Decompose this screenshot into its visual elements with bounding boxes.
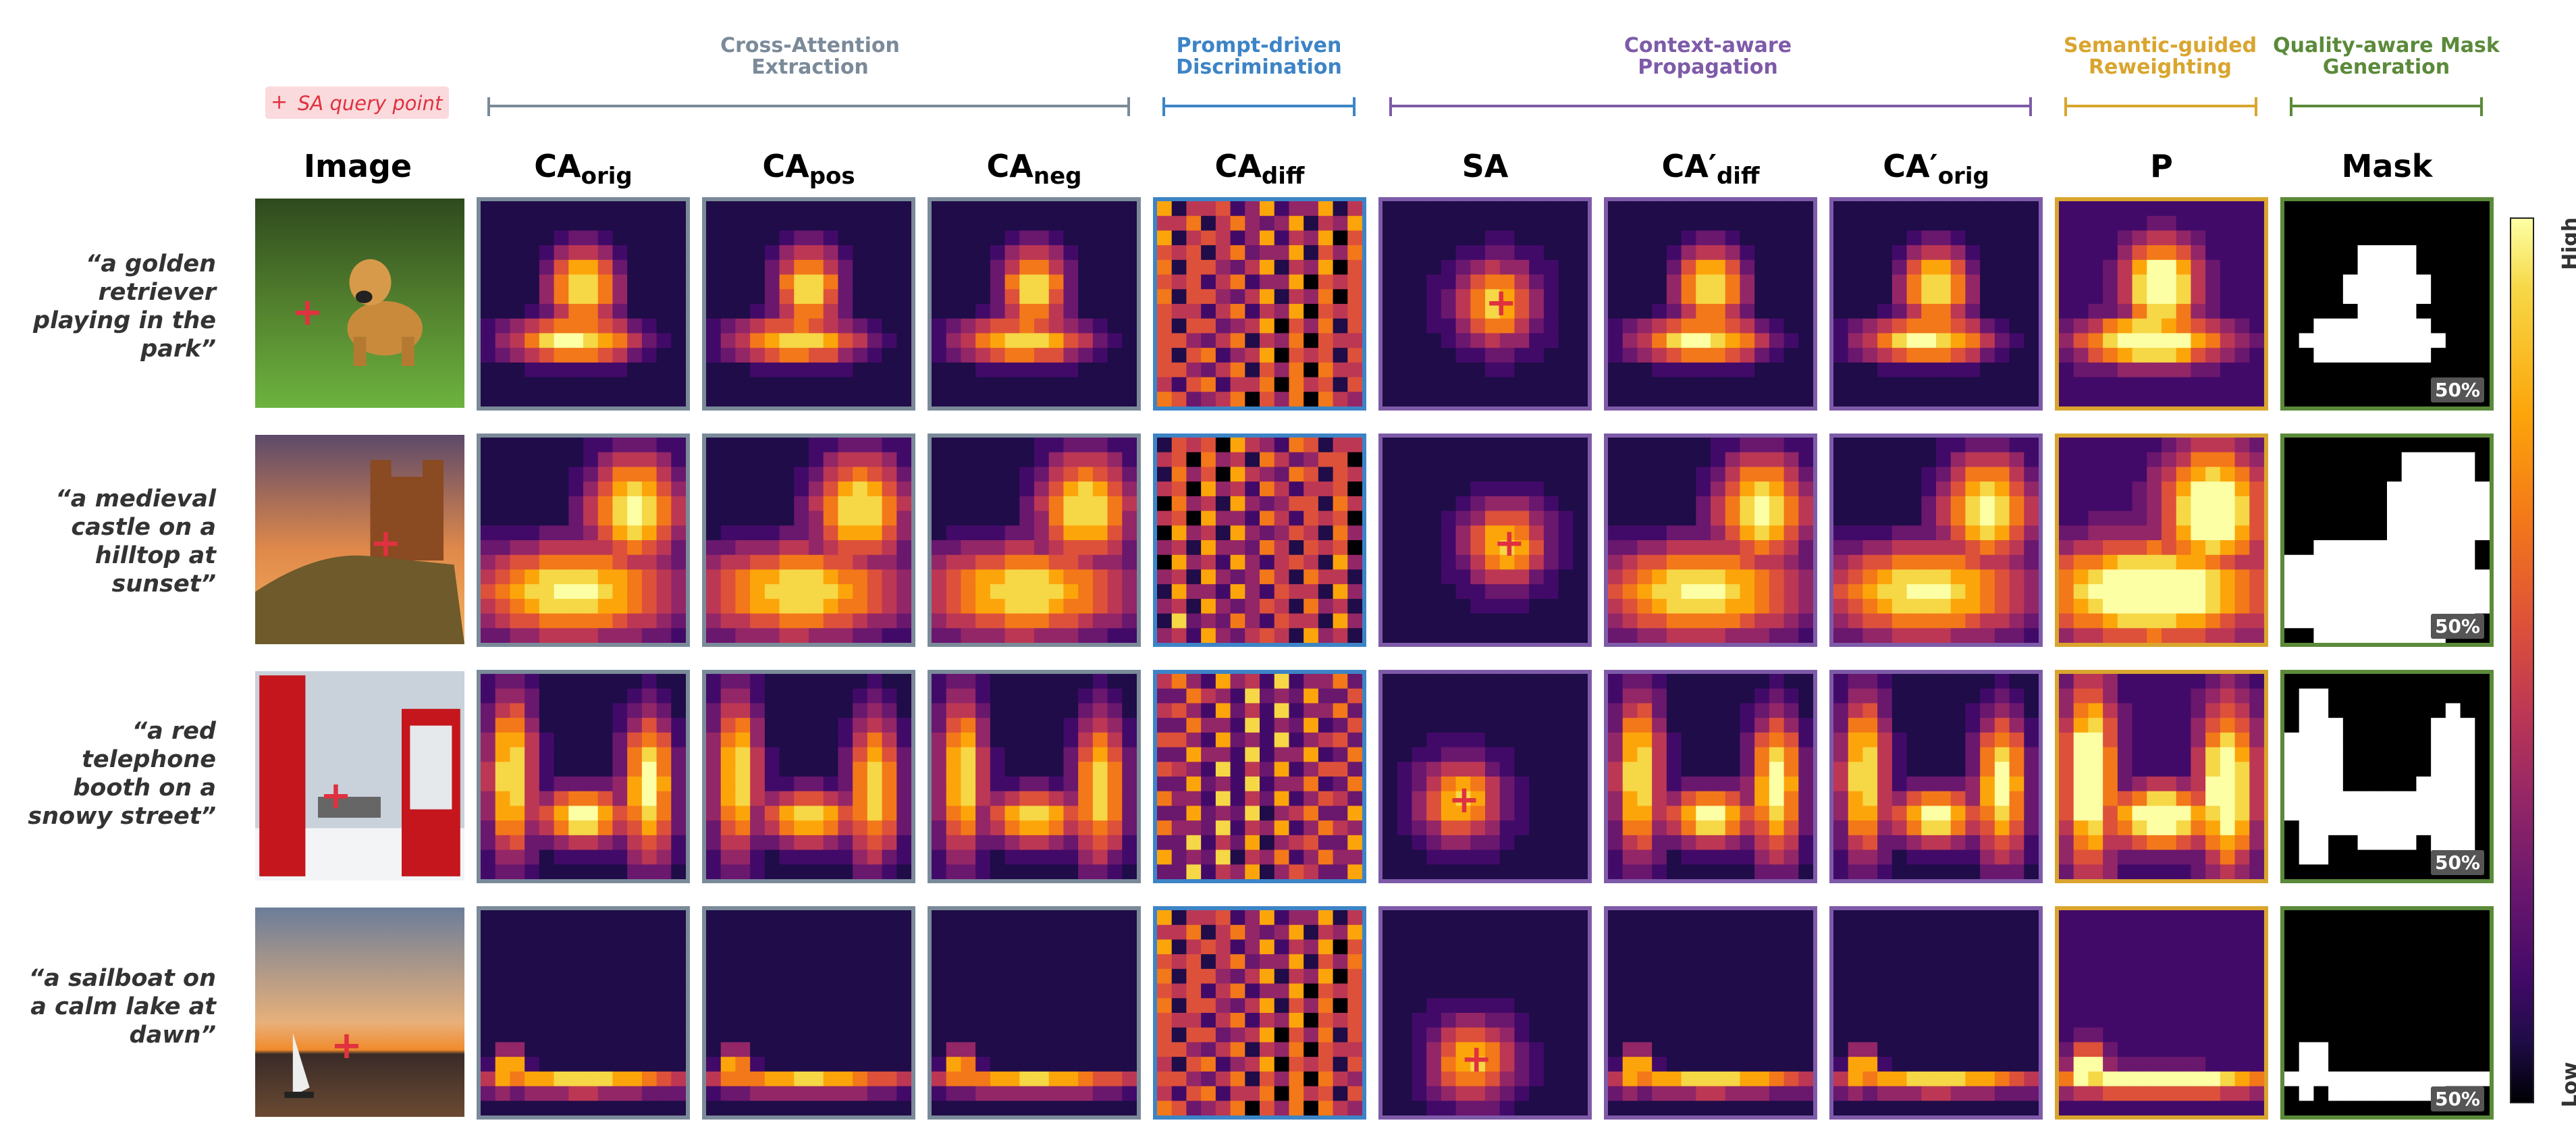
telephone-booth-photo: +: [255, 671, 464, 881]
column-header-ca-diff: CAdiff: [1214, 148, 1305, 190]
colorbar: [2510, 217, 2534, 1103]
column-header-image: Image: [303, 148, 412, 184]
stage-title-context-propagation: Context-aware Propagation: [1624, 34, 1792, 79]
column-header-ca-prime-diff: CA′diff: [1661, 148, 1760, 190]
query-point-marker-icon: +: [320, 774, 352, 818]
sailboat-photo: +: [255, 908, 464, 1117]
row-prompt-golden-retriever: “a golden retriever playing in the park”: [32, 251, 216, 363]
heatmap-ca-diff: [1153, 670, 1366, 883]
heatmap-ca-prime-orig: [1829, 670, 2043, 883]
heatmap-mask: 50%: [2280, 197, 2494, 411]
row-prompt-sailboat: “a sailboat on a calm lake at dawn”: [28, 965, 216, 1049]
heatmap-ca-prime-diff: [1604, 670, 1817, 883]
column-header-ca-prime-orig: CA′orig: [1883, 148, 1989, 190]
heatmap-ca-neg: [928, 906, 1141, 1120]
heatmap-ca-neg: [928, 670, 1141, 883]
heatmap-ca-pos: [702, 670, 915, 883]
mask-percentage-badge: 50%: [2430, 1086, 2484, 1111]
heatmap-mask: 50%: [2280, 670, 2494, 883]
stage-title-semantic-reweighting: Semantic-guided Reweighting: [2063, 34, 2257, 79]
query-point-marker-icon: +: [1448, 778, 1480, 822]
heatmap-sa: +: [1378, 197, 1592, 411]
mask-percentage-badge: 50%: [2430, 850, 2484, 875]
column-header-ca-pos: CApos: [762, 148, 855, 190]
query-point-marker-icon: +: [292, 290, 323, 334]
heatmap-ca-prime-orig: [1829, 197, 2043, 411]
heatmap-ca-orig: [477, 670, 690, 883]
query-point-marker-icon: +: [1493, 521, 1526, 566]
castle-photo: +: [255, 435, 464, 644]
heatmap-p: [2055, 434, 2268, 647]
heatmap-mask: 50%: [2280, 434, 2494, 647]
heatmap-ca-neg: [928, 434, 1141, 647]
stage-bracket-semantic-reweighting: [2064, 97, 2257, 116]
heatmap-p: [2055, 670, 2268, 883]
column-header-sa: SA: [1461, 148, 1509, 184]
heatmap-ca-diff: [1153, 197, 1366, 411]
heatmap-p: [2055, 197, 2268, 411]
heatmap-ca-prime-orig: [1829, 906, 2043, 1120]
colorbar-high-label: High: [2558, 217, 2576, 270]
heatmap-ca-diff: [1153, 906, 1366, 1120]
heatmap-ca-pos: [702, 906, 915, 1120]
column-header-ca-neg: CAneg: [986, 148, 1082, 190]
query-point-marker-icon: +: [1485, 281, 1518, 325]
heatmap-ca-neg: [928, 197, 1141, 411]
golden-retriever-photo: +: [255, 199, 464, 408]
heatmap-ca-prime-diff: [1604, 434, 1817, 647]
heatmap-p: [2055, 906, 2268, 1120]
heatmap-mask: 50%: [2280, 906, 2494, 1120]
heatmap-ca-diff: [1153, 434, 1366, 647]
row-prompt-telephone-booth: “a red telephone booth on a snowy street…: [28, 718, 216, 830]
mask-percentage-badge: 50%: [2430, 377, 2484, 402]
column-header-mask: Mask: [2341, 148, 2433, 184]
colorbar-low-label: Low: [2558, 1061, 2576, 1107]
stage-title-prompt-discrimination: Prompt-driven Discrimination: [1176, 34, 1342, 79]
stage-title-mask-generation: Quality-aware Mask Generation: [2273, 34, 2500, 79]
heatmap-sa: +: [1378, 434, 1592, 647]
mask-percentage-badge: 50%: [2430, 614, 2484, 639]
stage-bracket-context-propagation: [1389, 97, 2032, 116]
row-prompt-castle: “a medieval castle on a hilltop at sunse…: [55, 485, 216, 598]
heatmap-ca-prime-diff: [1604, 906, 1817, 1120]
heatmap-ca-orig: [477, 434, 690, 647]
query-point-marker-icon: +: [1460, 1036, 1493, 1081]
legend-text: SA query point: [298, 92, 443, 115]
heatmap-ca-pos: [702, 197, 915, 411]
stage-bracket-prompt-discrimination: [1162, 97, 1356, 116]
sa-query-point-legend: + SA query point: [265, 86, 449, 119]
query-point-marker-icon: +: [370, 521, 402, 565]
column-header-ca-orig: CAorig: [534, 148, 633, 190]
heatmap-sa: +: [1378, 670, 1592, 883]
query-point-marker-icon: +: [331, 1024, 363, 1068]
stage-bracket-cross-attention: [487, 97, 1130, 116]
heatmap-ca-orig: [477, 906, 690, 1120]
query-point-marker-icon: +: [271, 90, 288, 114]
heatmap-ca-pos: [702, 434, 915, 647]
heatmap-sa: +: [1378, 906, 1592, 1120]
stage-title-cross-attention: Cross-Attention Extraction: [720, 34, 900, 79]
heatmap-ca-prime-orig: [1829, 434, 2043, 647]
heatmap-ca-prime-diff: [1604, 197, 1817, 411]
stage-bracket-mask-generation: [2290, 97, 2483, 116]
column-header-p: P: [2150, 148, 2173, 184]
heatmap-ca-orig: [477, 197, 690, 411]
